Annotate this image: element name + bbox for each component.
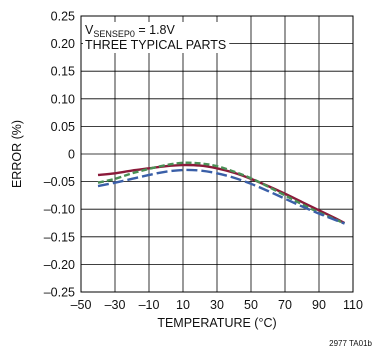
- y-tick-label: –0.10: [44, 203, 75, 217]
- x-tick-label: 10: [176, 298, 190, 312]
- x-tick-label: 110: [343, 298, 363, 312]
- y-tick-label: –0.15: [44, 230, 75, 244]
- y-tick-label: 0.10: [51, 92, 75, 106]
- y-tick-label: 0.05: [51, 120, 75, 134]
- annotation-value: = 1.8V: [135, 23, 176, 37]
- x-tick-label: 70: [278, 298, 292, 312]
- y-tick-label: 0: [68, 148, 75, 162]
- y-tick-label: 0.20: [51, 37, 75, 51]
- x-tick-label: –50: [71, 298, 92, 312]
- x-tick-label: –30: [105, 298, 126, 312]
- x-tick-label: 90: [312, 298, 326, 312]
- x-tick-label: 50: [244, 298, 258, 312]
- y-tick-label: –0.05: [44, 175, 75, 189]
- x-axis-label: TEMPERATURE (°C): [157, 316, 276, 330]
- x-tick-label: 30: [210, 298, 224, 312]
- figure-footnote: 2977 TA01b: [329, 339, 372, 348]
- x-tick-labels: –50 –30 –10 10 30 50 70 90 110: [71, 298, 363, 312]
- y-tick-label: 0.25: [51, 10, 75, 24]
- y-tick-label: –0.20: [44, 258, 75, 272]
- y-tick-label: 0.15: [51, 65, 75, 79]
- x-tick-label: –10: [139, 298, 160, 312]
- y-axis-label: ERROR (%): [10, 120, 24, 188]
- annotation-line2: THREE TYPICAL PARTS: [85, 38, 226, 52]
